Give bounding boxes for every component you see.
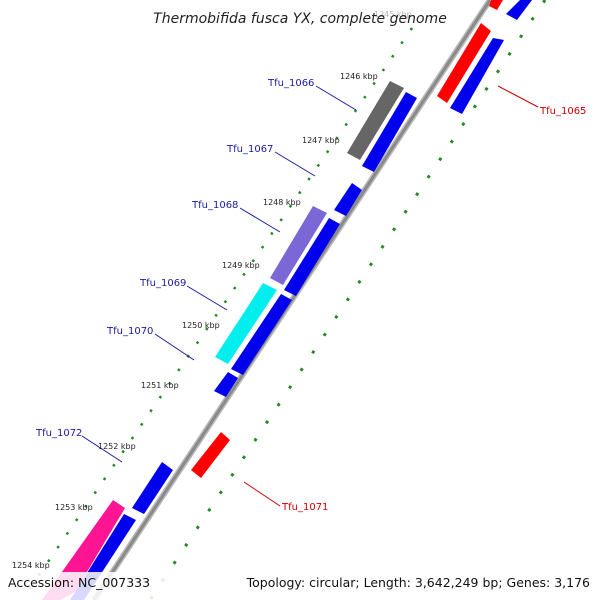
cds-arrow[interactable] bbox=[450, 38, 504, 114]
cds-arrow[interactable] bbox=[231, 294, 292, 375]
tick-label: 1251 kbp bbox=[141, 381, 179, 390]
gene-label-tfu-1071[interactable]: Tfu_1071 bbox=[281, 502, 328, 513]
reverse-cds-track bbox=[191, 0, 503, 478]
tick-label: 1249 kbp bbox=[222, 261, 260, 270]
gene-label-tfu-1065[interactable]: Tfu_1065 bbox=[539, 106, 586, 117]
footer-backdrop bbox=[0, 572, 600, 600]
cds-arrow[interactable] bbox=[362, 92, 417, 172]
cds-arrow[interactable] bbox=[284, 218, 340, 296]
gene-label-tfu-1072[interactable]: Tfu_1072 bbox=[35, 428, 82, 439]
tick-label: 1247 kbp bbox=[302, 136, 340, 145]
colored-cds-track bbox=[42, 81, 404, 600]
tick-label: 1253 kbp bbox=[55, 503, 93, 512]
accession-label: Accession: NC_007333 bbox=[8, 575, 150, 590]
gene-label-tfu-1068[interactable]: Tfu_1068 bbox=[191, 200, 238, 211]
cds-arrow[interactable] bbox=[132, 462, 173, 514]
cds-arrow[interactable] bbox=[506, 0, 532, 20]
gene-tfu-1071[interactable] bbox=[191, 432, 230, 478]
gc-track-inner bbox=[20, 27, 414, 600]
gene-label-tfu-1066[interactable]: Tfu_1066 bbox=[267, 78, 314, 89]
gc-track-outer bbox=[148, 0, 547, 600]
gene-label-tfu-1070[interactable]: Tfu_1070 bbox=[106, 326, 153, 337]
cds-arrow[interactable] bbox=[489, 0, 503, 10]
cds-arrow[interactable] bbox=[214, 372, 238, 397]
tick-label: 1254 kbp bbox=[12, 561, 50, 570]
tick-label: 1252 kbp bbox=[98, 442, 136, 451]
gene-labels: Tfu_1065 Tfu_1066 Tfu_1067 Tfu_1068 Tfu_… bbox=[35, 78, 586, 513]
map-title: Thermobifida fusca YX, complete genome bbox=[153, 11, 447, 27]
gene-label-tfu-1067[interactable]: Tfu_1067 bbox=[226, 144, 273, 155]
genome-summary: Topology: circular; Length: 3,642,249 bp… bbox=[246, 575, 590, 590]
tick-label: 1250 kbp bbox=[182, 321, 220, 330]
gene-tfu-1068[interactable] bbox=[270, 206, 327, 285]
gene-tfu-1069[interactable] bbox=[215, 283, 277, 364]
cds-arrow[interactable] bbox=[334, 183, 362, 216]
tick-labels: 1245 kbp 1246 kbp 1247 kbp 1248 kbp 1249… bbox=[12, 10, 412, 570]
tick-label: 1245 kbp bbox=[374, 10, 412, 19]
gene-label-tfu-1069[interactable]: Tfu_1069 bbox=[139, 278, 186, 289]
tick-label: 1246 kbp bbox=[340, 72, 378, 81]
gene-tfu-1066[interactable] bbox=[347, 81, 404, 160]
gene-tfu-1065[interactable] bbox=[437, 23, 491, 103]
tick-label: 1248 kbp bbox=[263, 198, 301, 207]
